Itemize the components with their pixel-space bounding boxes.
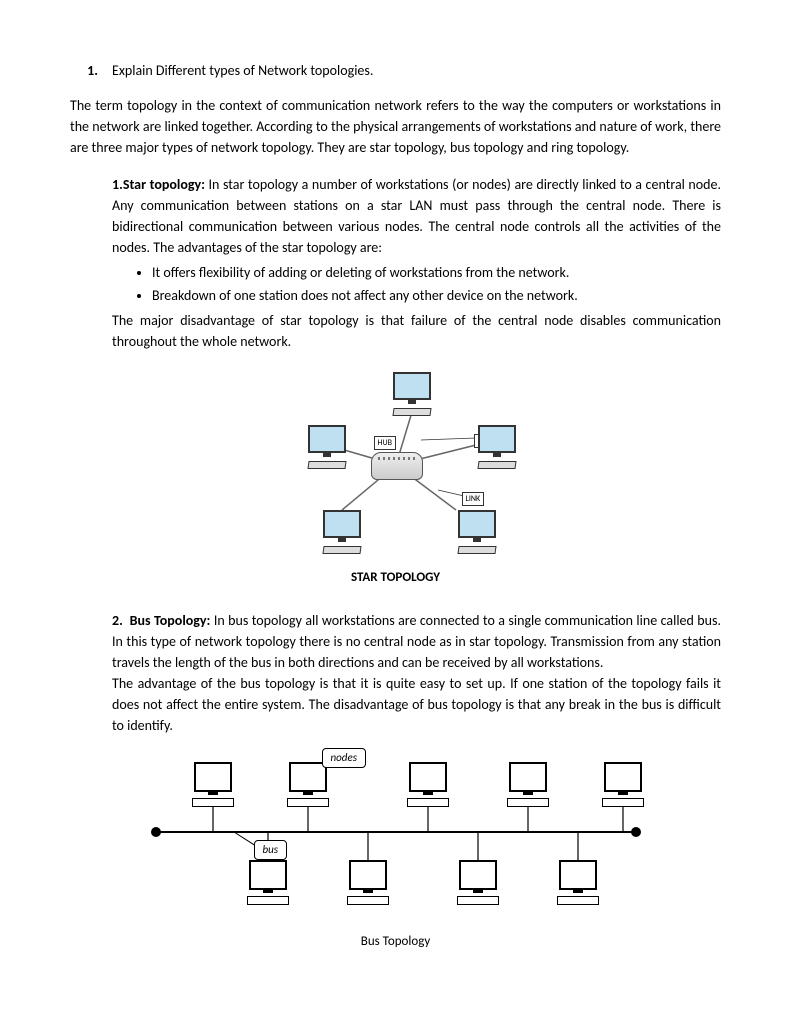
computer-icon <box>476 425 518 465</box>
computer-icon <box>391 372 433 412</box>
star-heading: 1.Star topology: In star topology a numb… <box>112 174 721 258</box>
computer-icon <box>406 762 450 807</box>
star-bullet: It offers flexibility of adding or delet… <box>152 262 721 283</box>
computer-icon <box>286 762 330 807</box>
question-number: 1. <box>70 60 98 81</box>
computer-icon <box>506 762 550 807</box>
computer-icon <box>346 860 390 905</box>
star-diagram: HUB NODE LINK <box>266 370 526 560</box>
star-disadvantage: The major disadvantage of star topology … <box>112 310 721 352</box>
computer-icon <box>321 510 363 550</box>
bus-section: 2. Bus Topology: In bus topology all wor… <box>112 610 721 736</box>
star-figure: HUB NODE LINK STAR TOPOLOGY <box>70 370 721 588</box>
computer-icon <box>601 762 645 807</box>
computer-icon <box>456 510 498 550</box>
computer-icon <box>191 762 235 807</box>
star-caption: STAR TOPOLOGY <box>70 568 721 588</box>
computer-icon <box>556 860 600 905</box>
link-label: LINK <box>462 492 485 506</box>
intro-paragraph: The term topology in the context of comm… <box>70 95 721 158</box>
computer-icon <box>456 860 500 905</box>
star-section: 1.Star topology: In star topology a numb… <box>112 174 721 352</box>
nodes-callout: nodes <box>322 748 367 769</box>
bus-number: 2. <box>112 612 123 629</box>
bus-figure: nodes bus Bus Topology <box>70 754 721 952</box>
bus-caption: Bus Topology <box>70 932 721 952</box>
bus-heading: 2. Bus Topology: In bus topology all wor… <box>112 610 721 673</box>
question-line: 1. Explain Different types of Network to… <box>70 60 721 81</box>
bus-diagram: nodes bus <box>136 754 656 924</box>
question-text: Explain Different types of Network topol… <box>112 60 721 81</box>
bus-title: Bus Topology: <box>130 612 211 629</box>
star-number: 1. <box>112 176 123 193</box>
star-title: Star topology: <box>123 176 205 193</box>
computer-icon <box>306 425 348 465</box>
computer-icon <box>246 860 290 905</box>
hub-icon <box>371 452 423 480</box>
bus-callout: bus <box>254 840 288 861</box>
star-bullets: It offers flexibility of adding or delet… <box>152 262 721 306</box>
hub-label: HUB <box>374 436 396 450</box>
star-bullet: Breakdown of one station does not affect… <box>152 285 721 306</box>
bus-advantage: The advantage of the bus topology is tha… <box>112 673 721 736</box>
